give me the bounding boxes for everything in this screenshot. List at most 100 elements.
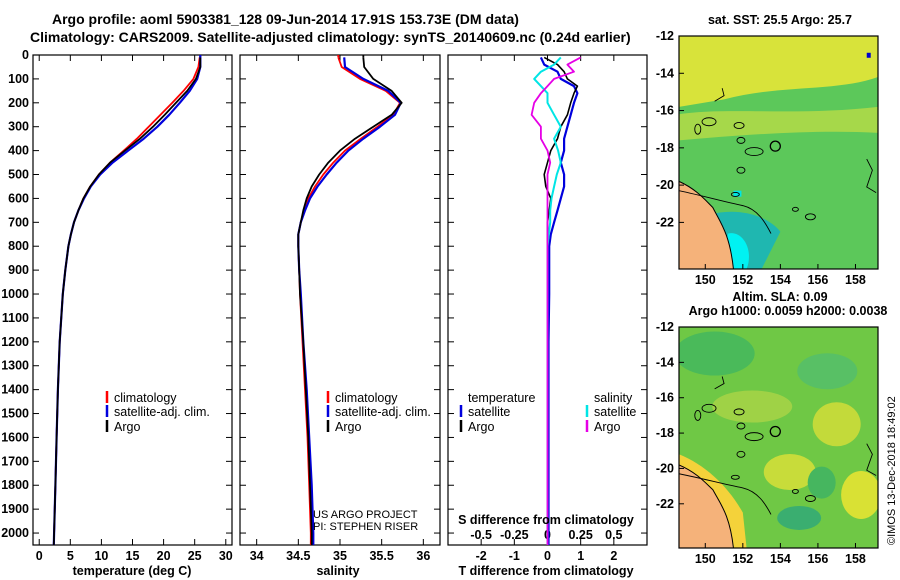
difference-xtick-label: 0 [544,549,551,563]
sst-cold-pixel [733,190,742,197]
sla-high-patch [763,453,816,490]
diff-legend-temperature-heading: temperature [468,391,535,405]
legend-climatology-label: climatology [114,391,177,405]
diff-legend-salinity-heading: salinity [594,391,633,405]
sla-high-patch [812,402,861,447]
sla_map-land [679,464,734,548]
depth-tick-label: 2000 [1,526,29,540]
temperature-argo-line [52,57,202,546]
depth-tick-label: 200 [8,96,29,110]
temperature-climatology-line [52,57,201,546]
sla_map-lat-label: -16 [656,391,674,405]
reef-outline [791,206,799,212]
sla_map-lon-label: 152 [732,552,753,566]
reef-outline [736,136,746,144]
sst_map-land [679,180,734,269]
depth-tick-label: 1500 [1,407,29,421]
sla_map-lat-label: -14 [656,355,674,369]
salinity-diff-tick-label: -0.5 [470,528,492,542]
depth-tick-label: 0 [22,48,29,62]
title-line-2: Climatology: CARS2009. Satellite-adjuste… [30,29,631,45]
salinity-argo-line [297,57,403,545]
sst_map-field [679,36,878,269]
salinity-diff-tick-label: -0.25 [500,528,529,542]
title-line-1: Argo profile: aoml 5903381_128 09-Jun-20… [52,11,519,27]
sla-low-patch [679,331,755,376]
temperature-xtick-label: 25 [188,549,202,563]
reef-outline [694,123,702,135]
difference-xtick-label: 1 [577,549,584,563]
reef-outline [694,409,702,421]
sla-low-patch [777,505,822,530]
temperature-satellite-line [52,57,202,546]
sal-legend-climatology-label: climatology [335,391,398,405]
difference-panel: -2 -1 0 1 2-0.5 -0.25 0 0.25 0.5 [447,54,648,563]
salinity-panel: 34 34.5 35 35.5 36 [239,54,441,563]
sst_map-lon-label: 152 [732,273,753,287]
reef-outline [730,474,740,480]
legend-satellite-label: satellite-adj. clim. [114,405,210,419]
sst_map-lon-label: 154 [770,273,791,287]
salinity-xtick-label: 35.5 [369,549,393,563]
salinity-axes-frame [239,54,441,546]
bathymetry-contour [714,88,725,102]
reef-outline [701,117,717,127]
bathymetry-contour [866,158,877,193]
sst_map-lat-label: -18 [656,141,674,155]
depth-tick-label: 100 [8,72,29,86]
depth-tick-label: 300 [8,120,29,134]
temperature-xtick-label: 5 [67,549,74,563]
sst_map-lat-label: -20 [656,178,674,192]
reef-outline [733,408,745,416]
temperature-panel: 0100200300400500600700800900100011001200… [1,48,233,563]
sla_map-lon-label: 158 [845,552,866,566]
temperature-xlabel: temperature (deg C) [73,564,192,578]
sla-low-patch [797,353,858,390]
pi-credit: PI: STEPHEN RISER [313,521,418,533]
project-credit: US ARGO PROJECT [313,509,418,521]
sst-warm-water-patch [679,36,878,107]
sla_map-lon-label: 150 [695,552,716,566]
reef-outline [730,191,740,197]
difference-top-xlabel: S difference from climatology [458,513,634,527]
imos-credit: ©IMOS 13-Dec-2018 18:49:02 [886,396,898,545]
sst-missing-pixel [866,52,871,58]
sst_map-lat-label: -22 [656,215,674,229]
diff-legend-temp-satellite-label: satellite [468,405,510,419]
sst-map-panel: 150 152 154 156 158 -12 -14 -16 -18 -20 -22 [656,29,879,287]
sst-map-title: sat. SST: 25.5 Argo: 25.7 [708,13,852,27]
diff-legend-temp-argo-label: Argo [468,420,494,434]
sst_map-lat-label: -14 [656,66,674,80]
diff-legend-sal-satellite-label: satellite [594,405,636,419]
sla_map-lon-label: 154 [770,552,791,566]
depth-tick-label: 1600 [1,430,29,444]
difference-xtick-label: -2 [476,549,487,563]
salinity-xtick-label: 36 [416,549,430,563]
sst_map-lat-label: -16 [656,104,674,118]
diff-salinity-argo-line [530,56,582,545]
depth-tick-label: 1400 [1,383,29,397]
reef-outline [736,450,746,458]
reef-outline [736,422,746,430]
sal-legend-argo-label: Argo [335,420,361,434]
depth-tick-label: 1700 [1,454,29,468]
sal-legend-satellite-label: satellite-adj. clim. [335,405,431,419]
diff-legend-sal-argo-label: Argo [594,420,620,434]
depth-tick-label: 700 [8,215,29,229]
bathymetry-contour [866,443,877,476]
depth-tick-label: 1100 [2,311,29,325]
difference-xtick-label: 2 [610,549,617,563]
reef-outline [804,213,816,221]
temperature-xtick-label: 20 [157,549,171,563]
temperature-xtick-label: 10 [94,549,108,563]
sla_map-argo-position-marker [769,425,781,438]
temperature-xtick-label: 15 [126,549,140,563]
difference-xtick-label: -1 [509,549,520,563]
reef-outline [701,403,717,413]
depth-tick-label: 1300 [1,359,29,373]
bathymetry-contour [679,473,772,515]
temperature-xtick-label: 30 [219,549,233,563]
reef-outline [744,432,764,442]
depth-tick-label: 600 [8,191,29,205]
